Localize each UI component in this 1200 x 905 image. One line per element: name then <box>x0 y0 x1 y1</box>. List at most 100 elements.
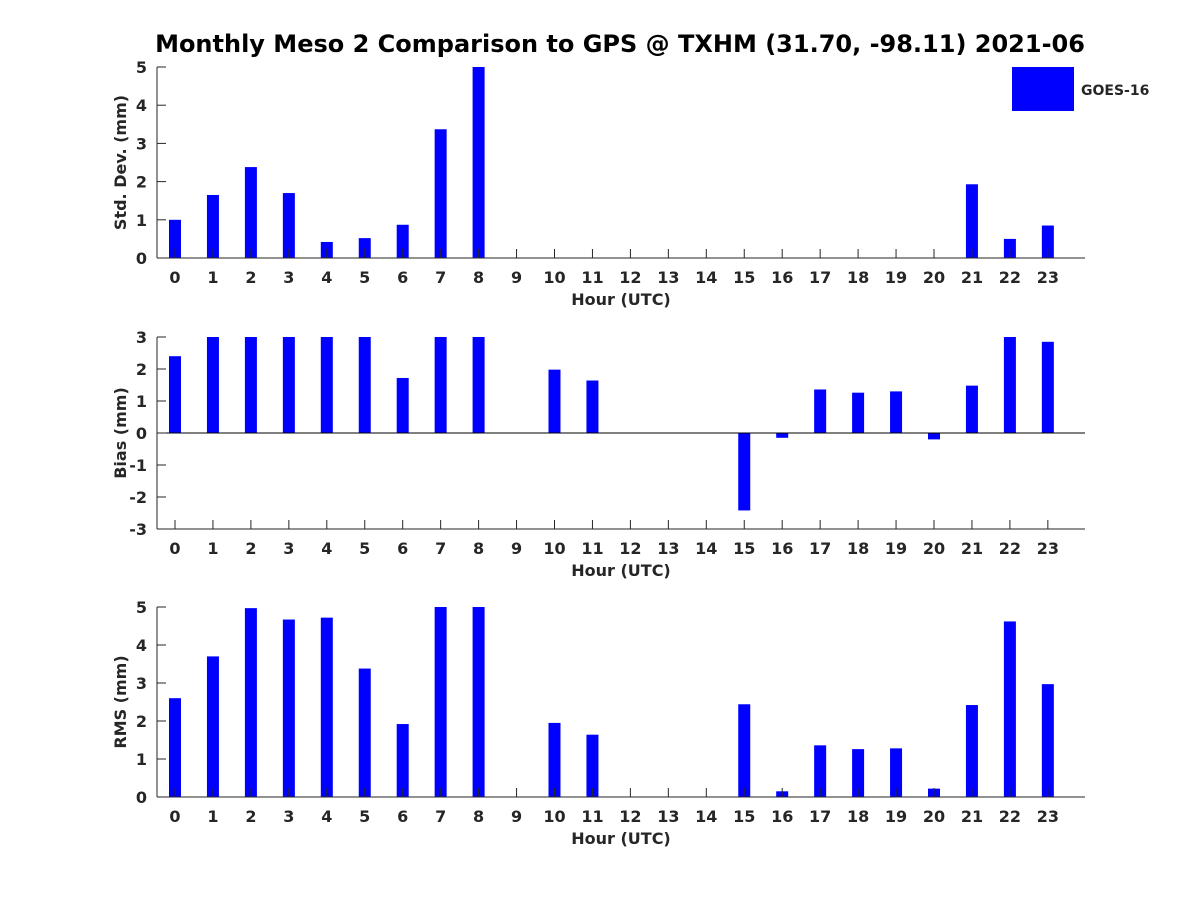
x-tick-label: 18 <box>847 268 869 287</box>
x-tick-label: 20 <box>923 807 945 826</box>
x-tick-label: 23 <box>1037 268 1059 287</box>
bar-hour-2 <box>244 337 257 433</box>
x-tick-label: 17 <box>809 807 831 826</box>
y-tick-label: 1 <box>136 211 147 230</box>
bar-hour-16 <box>776 433 789 438</box>
bar-hour-0 <box>169 698 181 797</box>
x-tick-label: 10 <box>543 268 565 287</box>
x-tick-label: 14 <box>695 807 717 826</box>
y-axis-label: Std. Dev. (mm) <box>111 95 130 230</box>
x-tick-label: 11 <box>581 268 603 287</box>
x-tick-label: 3 <box>283 268 294 287</box>
chart-panel-3: 0 1 2 3 4 5 6 7 8 9 10 11 12 13 14 15 16 17 18 19 20 21 22 2301… <box>111 598 1085 848</box>
x-tick-label: 1 <box>207 268 218 287</box>
y-tick-label: 2 <box>136 360 147 379</box>
bar-hour-15 <box>738 433 751 511</box>
x-tick-label: 7 <box>435 807 446 826</box>
x-tick-label: 8 <box>473 268 484 287</box>
y-axis-label: RMS (mm) <box>111 655 130 748</box>
x-tick-label: 4 <box>321 807 332 826</box>
bar-hour-10 <box>548 722 561 797</box>
x-tick-label: 2 <box>245 539 256 558</box>
bar-hour-4 <box>320 617 333 797</box>
bar-hour-8 <box>472 337 485 433</box>
x-tick-label: 13 <box>657 807 679 826</box>
bar-hour-8 <box>472 67 485 258</box>
x-tick-label: 12 <box>619 539 641 558</box>
x-tick-label: 14 <box>695 539 717 558</box>
x-tick-label: 12 <box>619 268 641 287</box>
bar-hour-19 <box>890 391 903 433</box>
y-tick-label: 1 <box>136 392 147 411</box>
y-tick-label: 2 <box>136 712 147 731</box>
bar-hour-23 <box>1041 225 1054 258</box>
y-axis-label: Bias (mm) <box>111 387 130 479</box>
bar-hour-7 <box>434 129 447 258</box>
bar-hour-2 <box>244 167 257 258</box>
bar-hour-0 <box>169 219 181 258</box>
bar-hour-1 <box>206 337 219 433</box>
y-tick-label: 4 <box>136 636 147 655</box>
x-tick-label: 21 <box>961 539 983 558</box>
bar-hour-11 <box>586 734 599 797</box>
bar-hour-8 <box>472 607 485 797</box>
x-tick-label: 8 <box>473 539 484 558</box>
x-tick-label: 3 <box>283 539 294 558</box>
chart-panel-2: 0 1 2 3 4 5 6 7 8 9 10 11 12 13 14 15 16 17 18 19 20 21 22 23-3… <box>111 328 1085 580</box>
figure-title: Monthly Meso 2 Comparison to GPS @ TXHM … <box>155 30 1085 58</box>
bar-hour-0 <box>169 356 181 433</box>
x-tick-label: 15 <box>733 807 755 826</box>
x-tick-label: 3 <box>283 807 294 826</box>
y-tick-label: -2 <box>129 488 147 507</box>
y-tick-label: 3 <box>136 328 147 347</box>
x-tick-label: 23 <box>1037 807 1059 826</box>
bar-hour-6 <box>396 224 409 258</box>
bar-hour-21 <box>965 385 978 433</box>
x-tick-label: 0 <box>169 807 180 826</box>
bar-hour-11 <box>586 380 599 433</box>
x-tick-label: 1 <box>207 539 218 558</box>
y-tick-label: 1 <box>136 750 147 769</box>
legend-label: GOES-16 <box>1081 83 1149 99</box>
bar-hour-22 <box>1003 337 1016 433</box>
x-tick-label: 10 <box>543 807 565 826</box>
x-tick-label: 6 <box>397 268 408 287</box>
bar-hour-5 <box>358 238 371 258</box>
bar-hour-10 <box>548 369 561 433</box>
x-tick-label: 2 <box>245 807 256 826</box>
bar-hour-1 <box>206 656 219 797</box>
bar-hour-17 <box>814 745 827 797</box>
x-tick-label: 6 <box>397 539 408 558</box>
x-tick-label: 13 <box>657 268 679 287</box>
y-tick-label: 2 <box>136 173 147 192</box>
x-tick-label: 18 <box>847 807 869 826</box>
x-tick-label: 11 <box>581 539 603 558</box>
y-tick-label: 4 <box>136 96 147 115</box>
y-tick-label: 5 <box>136 598 147 617</box>
bar-hour-18 <box>852 392 865 433</box>
bar-hour-22 <box>1003 238 1016 258</box>
x-tick-label: 5 <box>359 268 370 287</box>
y-tick-label: 0 <box>136 249 147 268</box>
bar-hour-2 <box>244 608 257 797</box>
bar-hour-3 <box>282 337 295 433</box>
x-tick-label: 0 <box>169 268 180 287</box>
x-tick-label: 9 <box>511 539 522 558</box>
chart-panel-1: 0 1 2 3 4 5 6 7 8 9 10 11 12 13 14 15 16 17 18 19 20 21 22 2301… <box>111 58 1085 309</box>
bar-hour-5 <box>358 337 371 433</box>
y-tick-label: -1 <box>129 456 147 475</box>
bar-hour-7 <box>434 337 447 433</box>
x-tick-label: 11 <box>581 807 603 826</box>
bar-hour-21 <box>965 184 978 258</box>
x-tick-label: 9 <box>511 807 522 826</box>
bar-hour-6 <box>396 724 409 797</box>
bar-hour-3 <box>282 619 295 797</box>
bar-hour-23 <box>1041 341 1054 433</box>
x-tick-label: 12 <box>619 807 641 826</box>
x-tick-label: 0 <box>169 539 180 558</box>
x-tick-label: 15 <box>733 539 755 558</box>
x-tick-label: 22 <box>999 807 1021 826</box>
x-tick-label: 8 <box>473 807 484 826</box>
